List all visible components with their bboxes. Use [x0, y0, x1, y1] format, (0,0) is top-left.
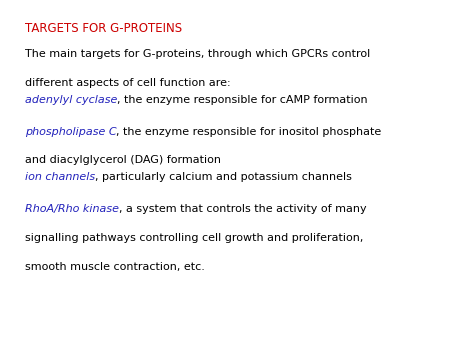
Text: ion channels: ion channels — [25, 172, 95, 183]
Text: adenylyl cyclase: adenylyl cyclase — [25, 95, 117, 105]
Text: different aspects of cell function are:: different aspects of cell function are: — [25, 78, 230, 88]
Text: RhoA/Rho kinase: RhoA/Rho kinase — [25, 204, 119, 215]
Text: The main targets for G-proteins, through which GPCRs control: The main targets for G-proteins, through… — [25, 49, 370, 59]
Text: , a system that controls the activity of many: , a system that controls the activity of… — [119, 204, 366, 215]
Text: phospholipase C: phospholipase C — [25, 127, 117, 137]
Text: TARGETS FOR G-PROTEINS: TARGETS FOR G-PROTEINS — [25, 22, 182, 35]
Text: smooth muscle contraction, etc.: smooth muscle contraction, etc. — [25, 262, 205, 272]
Text: and diacylglycerol (DAG) formation: and diacylglycerol (DAG) formation — [25, 155, 221, 166]
Text: , particularly calcium and potassium channels: , particularly calcium and potassium cha… — [95, 172, 352, 183]
Text: signalling pathways controlling cell growth and proliferation,: signalling pathways controlling cell gro… — [25, 233, 363, 243]
Text: , the enzyme responsible for cAMP formation: , the enzyme responsible for cAMP format… — [117, 95, 368, 105]
Text: , the enzyme responsible for inositol phosphate: , the enzyme responsible for inositol ph… — [117, 127, 382, 137]
